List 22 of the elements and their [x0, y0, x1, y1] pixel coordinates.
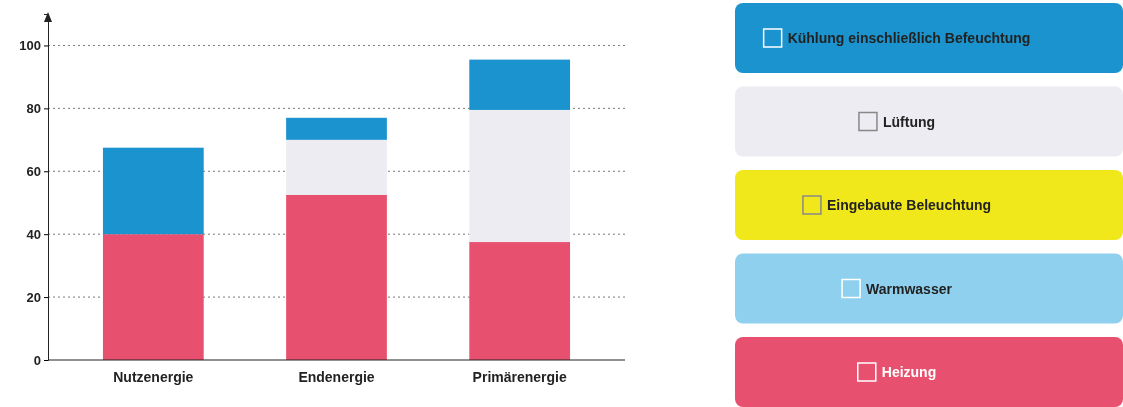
legend-label: Lüftung	[882, 113, 936, 130]
legend-label: Eingebaute Beleuchtung	[826, 197, 992, 213]
legend-label: Heizung	[881, 364, 937, 380]
bar	[102, 147, 204, 235]
bar	[469, 242, 571, 360]
y-tick-label: 60	[26, 163, 41, 179]
y-tick-label: 20	[26, 289, 41, 305]
bar	[469, 109, 571, 243]
x-tick-label: Nutzenergie	[113, 368, 194, 385]
y-tick-label: 40	[26, 226, 41, 242]
y-tick-label: 0	[33, 352, 41, 368]
legend-label: Warmwasser	[866, 280, 953, 297]
bar	[286, 194, 387, 360]
bar	[102, 234, 204, 360]
x-tick-label: Endenergie	[298, 368, 375, 385]
bar	[286, 117, 387, 140]
y-tick-label: 100	[19, 38, 41, 54]
legend-label: Kühlung einschließlich Befeuchtung	[787, 30, 1031, 46]
bar	[469, 59, 571, 110]
x-tick-label: Primärenergie	[472, 368, 567, 385]
y-tick-label: 80	[26, 101, 41, 117]
bar	[286, 139, 387, 195]
